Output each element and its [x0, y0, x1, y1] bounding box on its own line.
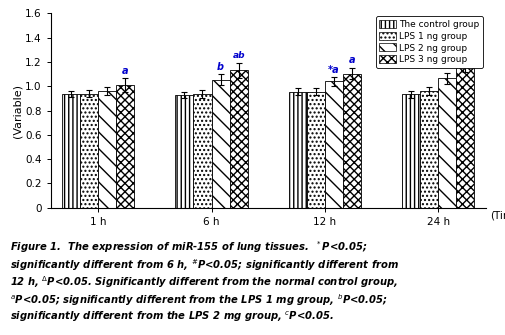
Bar — [62, 94, 80, 208]
Bar — [98, 91, 116, 208]
Bar — [401, 94, 419, 208]
Text: significantly different from the LPS 2 mg group, $^c$P<0.05.: significantly different from the LPS 2 m… — [10, 309, 333, 324]
Bar — [116, 85, 134, 208]
Bar — [211, 80, 229, 208]
Bar — [342, 73, 361, 208]
Bar — [324, 81, 342, 208]
Text: $^a$P<0.05; significantly different from the LPS 1 mg group, $^b$P<0.05;: $^a$P<0.05; significantly different from… — [10, 292, 387, 308]
Text: *a: *a — [327, 65, 339, 75]
Text: Figure 1.  The expression of miR-155 of lung tissues.  $^*$P<0.05;: Figure 1. The expression of miR-155 of l… — [10, 240, 367, 255]
Text: b: b — [217, 62, 224, 72]
Bar — [175, 95, 193, 208]
Bar — [437, 78, 456, 208]
Text: *: * — [444, 61, 449, 71]
Text: ab: ab — [232, 51, 244, 60]
Y-axis label: (Variable): (Variable) — [12, 83, 22, 138]
Text: (Time): (Time) — [489, 210, 505, 220]
Bar — [306, 92, 324, 208]
Bar — [419, 91, 437, 208]
Bar — [80, 93, 98, 208]
Text: a: a — [461, 46, 468, 56]
Bar — [229, 70, 247, 208]
Text: a: a — [348, 56, 355, 66]
Bar — [193, 94, 211, 208]
Text: 12 h, $^{\Delta}$P<0.05. Significantly different from the normal control group,: 12 h, $^{\Delta}$P<0.05. Significantly d… — [10, 274, 397, 290]
Legend: The control group, LPS 1 ng group, LPS 2 ng group, LPS 3 ng group: The control group, LPS 1 ng group, LPS 2… — [375, 16, 482, 68]
Text: significantly different from 6 h, $^{\#}$P<0.05; significantly different from: significantly different from 6 h, $^{\#}… — [10, 257, 398, 273]
Bar — [456, 65, 474, 208]
Bar — [288, 92, 306, 208]
Text: a: a — [122, 66, 128, 76]
